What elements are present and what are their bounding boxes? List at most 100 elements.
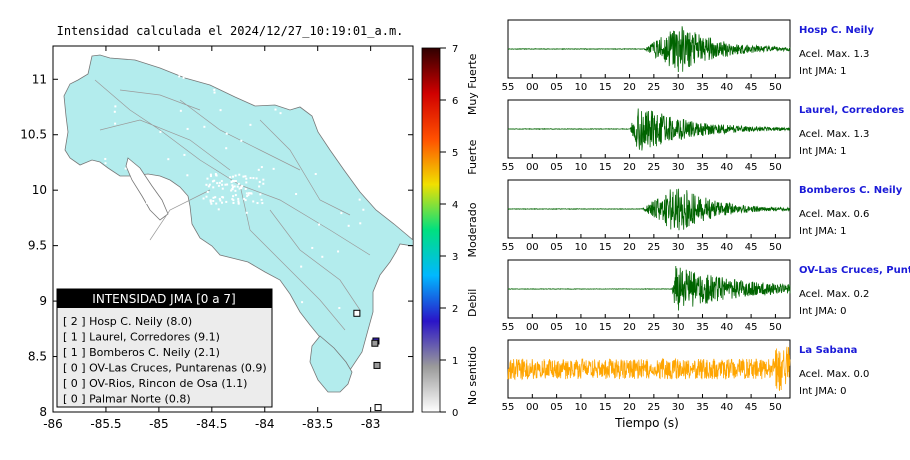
colorbar-tick-label: 2: [452, 304, 458, 315]
colorbar-scale: [421, 47, 441, 413]
waveform-accel-label: Acel. Max. 1.3: [799, 129, 869, 140]
settlement-point: [210, 202, 213, 205]
waveform-tick-label: 35: [696, 322, 709, 333]
settlement-point: [244, 175, 247, 178]
map-y-tick-label: 8: [39, 405, 47, 419]
colorbar-label: Moderado: [466, 202, 479, 257]
settlement-point: [159, 130, 162, 133]
colorbar-label: No sentido: [466, 346, 479, 405]
intensity-colorbar: 0 1 2 3 4 5 6 7 No sentido Debil Moderado Fuerte Mu…: [421, 44, 479, 419]
settlement-point: [141, 234, 144, 237]
legend-item: [ 0 ] Palmar Norte (0.8): [63, 393, 191, 406]
settlement-point: [154, 226, 157, 229]
settlement-point: [114, 105, 117, 108]
settlement-point: [212, 196, 215, 199]
settlement-point: [104, 162, 107, 165]
settlement-point: [114, 122, 117, 125]
waveform-tick-label: 10: [575, 162, 588, 173]
settlement-point: [221, 195, 224, 198]
settlement-point: [295, 193, 298, 196]
colorbar-tick-label: 0: [452, 408, 458, 419]
map-x-tick-label: -85: [149, 417, 169, 431]
settlement-point: [248, 192, 251, 195]
settlement-point: [219, 199, 222, 202]
waveform-tick-label: 45: [745, 82, 758, 93]
settlement-point: [337, 250, 340, 253]
waveform-tick-label: 35: [696, 402, 709, 413]
settlement-point: [233, 185, 236, 188]
settlement-point: [218, 181, 221, 184]
settlement-point: [212, 186, 215, 189]
waveform-tick-label: 05: [550, 322, 563, 333]
station-marker: [373, 361, 381, 369]
legend-box: [56, 288, 273, 408]
settlement-point: [244, 199, 247, 202]
waveform-station-name: OV-Las Cruces, Puntar: [799, 265, 910, 276]
waveform-tick-label: 00: [526, 402, 539, 413]
settlement-point: [206, 191, 209, 194]
settlement-point: [231, 184, 234, 187]
settlement-point: [237, 200, 240, 203]
settlement-point: [342, 96, 345, 99]
waveform-trace: [507, 26, 791, 73]
legend-items: [ 2 ] Hosp C. Neily (8.0) [ 1 ] Laurel, C…: [63, 315, 267, 406]
legend-item: [ 1 ] Laurel, Corredores (9.1): [63, 331, 220, 344]
settlement-point: [237, 182, 240, 185]
waveform-tick-label: 10: [575, 242, 588, 253]
intensity-legend: INTENSIDAD JMA [0 a 7] [ 2 ] Hosp C. Nei…: [56, 288, 273, 408]
waveform-tick-label: 10: [575, 322, 588, 333]
colorbar-tick-label: 6: [452, 96, 458, 107]
settlement-point: [205, 183, 208, 186]
legend-item: [ 0 ] OV-Las Cruces, Puntarenas (0.9): [63, 362, 267, 375]
waveform-tick-label: 30: [672, 162, 685, 173]
settlement-point: [214, 173, 217, 176]
waveform-tick-label: 05: [550, 242, 563, 253]
waveform-tick-label: 00: [526, 162, 539, 173]
settlement-point: [234, 180, 237, 183]
settlement-point: [224, 183, 227, 186]
settlement-point: [314, 173, 317, 176]
settlement-point: [229, 176, 232, 179]
settlement-point: [322, 114, 325, 117]
map-y-tick-label: 10.5: [20, 128, 47, 142]
settlement-point: [256, 202, 259, 205]
colorbar-tick-label: 1: [452, 356, 458, 367]
settlement-point: [127, 250, 130, 253]
settlement-point: [209, 175, 212, 178]
settlement-point: [301, 301, 304, 304]
settlement-point: [179, 109, 182, 112]
waveform-tick-label: 50: [769, 402, 782, 413]
settlement-point: [311, 246, 314, 249]
settlement-point: [240, 139, 243, 142]
waveform-jma-label: Int JMA: 0: [799, 386, 847, 397]
legend-item: [ 1 ] Bomberos C. Neily (2.1): [63, 346, 220, 359]
colorbar-ticks: 0 1 2 3 4 5 6 7: [440, 44, 458, 419]
waveform-tick-label: 25: [647, 322, 660, 333]
colorbar-label: Muy Fuerte: [466, 53, 479, 115]
waveform-tick-label: 35: [696, 162, 709, 173]
waveform-trace: [507, 265, 791, 311]
waveform-tick-label: 35: [696, 242, 709, 253]
settlement-point: [358, 198, 361, 201]
settlement-point: [247, 193, 250, 196]
settlement-point: [257, 168, 260, 171]
waveform-station-name: Bomberos C. Neily: [799, 185, 903, 196]
settlement-point: [202, 197, 205, 200]
waveform-tick-label: 55: [502, 242, 515, 253]
waveform-tick-label: 15: [599, 402, 612, 413]
settlement-point: [208, 183, 211, 186]
settlement-point: [243, 197, 246, 200]
waveform-panel: 55 00 05 10 15 20 25 30 35 40 45 50 Bomberos C. Neil…: [502, 179, 903, 253]
colorbar-tick-label: 3: [452, 252, 458, 263]
waveform-jma-label: Int JMA: 1: [799, 226, 847, 237]
settlement-point: [215, 285, 218, 288]
settlement-point: [225, 147, 228, 150]
waveform-tick-label: 55: [502, 322, 515, 333]
colorbar-tick-label: 7: [452, 44, 458, 55]
settlement-point: [207, 185, 210, 188]
colorbar-tick-label: 4: [452, 200, 458, 211]
waveform-tick-label: 00: [526, 82, 539, 93]
settlement-point: [213, 91, 216, 94]
settlement-point: [221, 201, 224, 204]
